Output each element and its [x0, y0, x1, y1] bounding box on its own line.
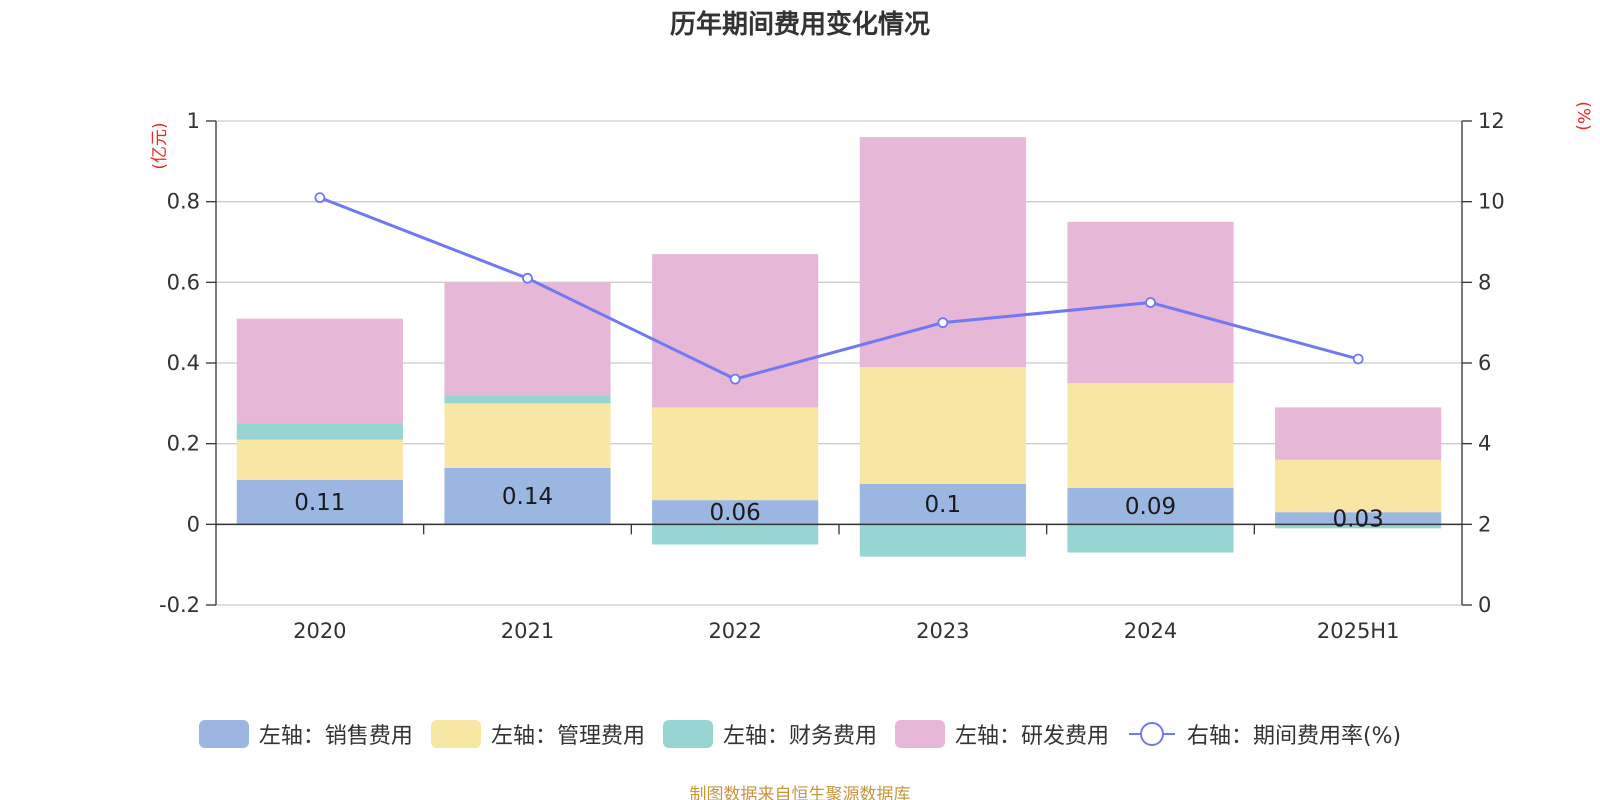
- y-right-tick-label: 8: [1478, 270, 1491, 294]
- bar-segment: [1067, 524, 1234, 553]
- legend-label: 右轴：期间费用率(%): [1186, 724, 1402, 749]
- bar-segment: [444, 403, 611, 468]
- y-left-tick-label: 0.4: [167, 351, 200, 375]
- y-right-tick-label: 0: [1478, 593, 1491, 617]
- y-left-tick-label: 0.8: [167, 190, 200, 214]
- legend-swatch: [430, 720, 481, 748]
- bar-segment: [444, 395, 611, 404]
- legend-label: 左轴：财务费用: [722, 724, 877, 749]
- source-note: 制图数据来自恒生聚源数据库: [689, 785, 911, 800]
- legend-item[interactable]: 右轴：期间费用率(%): [1127, 718, 1401, 750]
- bar-segment: [236, 439, 403, 480]
- legend-item[interactable]: 左轴：研发费用: [894, 718, 1109, 750]
- x-tick-label: 2022: [708, 619, 761, 643]
- bar-segment: [1067, 488, 1234, 525]
- bar-segment: [1275, 459, 1442, 513]
- x-tick-label: 2020: [293, 619, 346, 643]
- bar-segment: [236, 479, 403, 525]
- legend-swatch: [198, 720, 249, 748]
- y-right-tick-label: 4: [1478, 432, 1491, 456]
- legend-label: 左轴：销售费用: [258, 724, 413, 749]
- y-left-unit-label: (亿元): [150, 122, 170, 169]
- chart-title: 历年期间费用变化情况: [669, 10, 930, 40]
- y-right-tick-label: 2: [1478, 512, 1491, 536]
- x-tick-label: 2025H1: [1317, 619, 1400, 643]
- bar-segment: [236, 318, 403, 424]
- legend-item[interactable]: 左轴：管理费用: [430, 718, 645, 750]
- bar-segment: [1067, 383, 1234, 489]
- data-label: 0.14: [502, 484, 553, 510]
- bar-segment: [859, 367, 1026, 484]
- bar-segment: [652, 500, 819, 525]
- y-right-unit-label: (%): [1573, 101, 1593, 130]
- legend-label: 左轴：管理费用: [490, 724, 645, 749]
- rate-point: [937, 317, 949, 329]
- y-left-tick-label: 0.2: [167, 432, 200, 456]
- legend-item[interactable]: 左轴：销售费用: [198, 718, 413, 750]
- bar-segment: [652, 524, 819, 545]
- y-right-tick-label: 6: [1478, 351, 1491, 375]
- bar-segment: [444, 467, 611, 525]
- y-left-tick-label: -0.2: [159, 593, 200, 617]
- rate-point: [1352, 353, 1364, 365]
- x-tick-label: 2023: [916, 619, 969, 643]
- y-left-tick-label: 1: [187, 109, 200, 133]
- x-tick-label: 2024: [1124, 619, 1177, 643]
- x-tick-label: 2021: [501, 619, 554, 643]
- data-label: 0.1: [925, 492, 962, 518]
- rate-point: [522, 272, 533, 284]
- rate-point: [729, 373, 741, 385]
- legend-line-circle-icon: [1128, 722, 1175, 746]
- bar-segment: [1275, 407, 1442, 460]
- legend-swatch: [894, 720, 945, 748]
- legend-swatch: [662, 720, 713, 748]
- data-label: 0.06: [710, 500, 761, 526]
- rate-point: [314, 192, 326, 204]
- bar-segment: [652, 407, 819, 501]
- data-label: 0.09: [1125, 494, 1176, 520]
- legend: 左轴：销售费用 左轴：管理费用 左轴：财务费用 左轴：研发费用 右轴：期间费用率(%): [0, 718, 1600, 750]
- bar-segment: [859, 484, 1026, 525]
- rate-point: [1145, 297, 1156, 308]
- bar-segment: [1275, 512, 1442, 525]
- legend-label: 左轴：研发费用: [954, 724, 1109, 749]
- bar-segment: [859, 524, 1026, 557]
- data-label: 0.11: [294, 490, 345, 516]
- y-right-tick-label: 12: [1478, 109, 1505, 133]
- y-left-tick-label: 0.6: [167, 270, 200, 294]
- legend-item[interactable]: 左轴：财务费用: [662, 718, 877, 750]
- bar-segment: [236, 423, 403, 440]
- bar-segment: [859, 137, 1026, 368]
- rate-line: [319, 196, 1359, 381]
- data-label: 0.03: [1333, 506, 1384, 532]
- bar-segment: [444, 282, 611, 396]
- bar-segment: [1275, 524, 1442, 529]
- y-left-tick-label: 0: [187, 512, 200, 536]
- y-right-tick-label: 10: [1478, 190, 1505, 214]
